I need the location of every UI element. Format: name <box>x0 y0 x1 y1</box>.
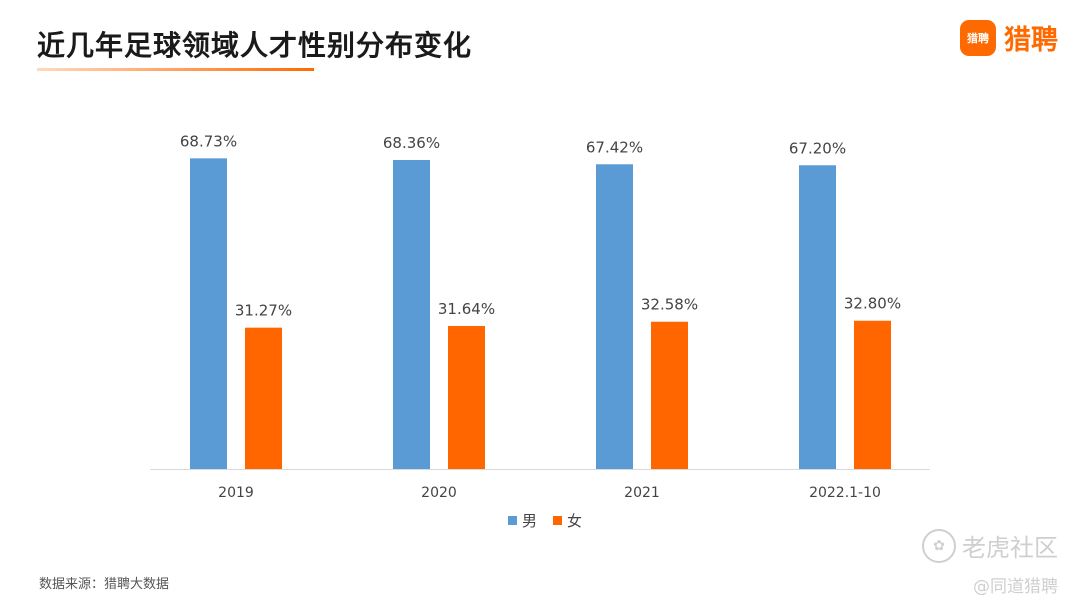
bar-male-1 <box>393 160 430 469</box>
data-label-male-2: 67.42% <box>586 138 643 156</box>
data-label-male-1: 68.36% <box>383 134 440 152</box>
page-title: 近几年足球领域人才性别分布变化 <box>37 29 473 62</box>
data-label-female-3: 32.80% <box>844 295 901 313</box>
data-label-female-1: 31.64% <box>438 300 495 318</box>
brand-badge-icon: 猎聘 <box>960 19 996 56</box>
bar-male-3 <box>799 165 836 470</box>
data-label-male-0: 68.73% <box>180 132 237 150</box>
watermark: ✿ 老虎社区 <box>922 528 1058 563</box>
bar-male-2 <box>596 164 633 469</box>
watermark-text: 老虎社区 <box>962 534 1058 562</box>
data-label-male-3: 67.20% <box>789 139 846 157</box>
x-tick-label-2: 2021 <box>624 485 660 501</box>
x-tick-label-3: 2022.1-10 <box>809 485 881 501</box>
data-source-note: 数据来源：猎聘大数据 <box>39 577 170 592</box>
bar-female-2 <box>651 321 688 469</box>
data-label-female-2: 32.58% <box>641 296 698 314</box>
legend-item-female: 女 <box>553 510 582 531</box>
legend-label-male: 男 <box>522 512 538 530</box>
title-underline <box>37 68 314 71</box>
brand-name: 猎聘 <box>1004 25 1058 56</box>
brand-logo: 猎聘 猎聘 <box>960 18 1058 57</box>
bar-female-3 <box>854 320 891 469</box>
paw-icon: ✿ <box>922 528 956 563</box>
data-label-female-0: 31.27% <box>235 302 292 320</box>
bar-male-0 <box>190 158 227 469</box>
legend-item-male: 男 <box>508 510 537 531</box>
watermark-handle: @同道猎聘 <box>973 577 1058 597</box>
x-tick-label-1: 2020 <box>421 485 457 501</box>
x-tick-label-0: 2019 <box>218 485 254 501</box>
legend-label-female: 女 <box>567 512 583 530</box>
bar-female-1 <box>448 325 485 469</box>
bar-female-0 <box>245 327 282 469</box>
legend-swatch-female <box>553 516 563 525</box>
legend: 男 女 <box>508 510 582 531</box>
legend-swatch-male <box>508 516 517 525</box>
